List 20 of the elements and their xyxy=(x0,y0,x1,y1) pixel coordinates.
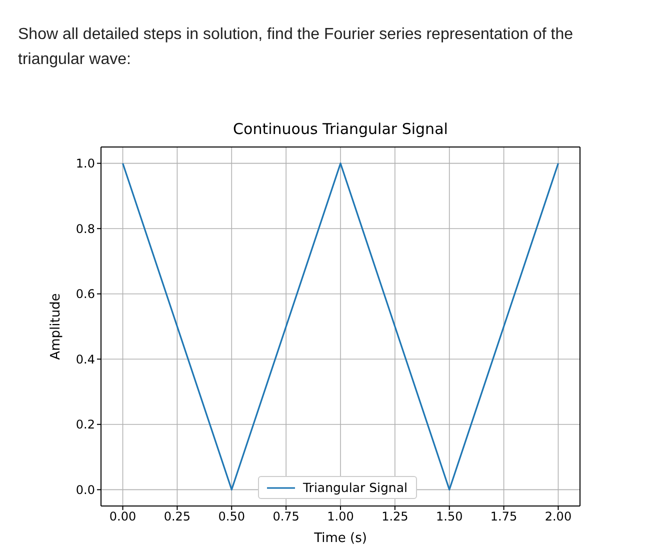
x-tick-label: 1.75 xyxy=(490,510,518,524)
y-tick-label: 1.0 xyxy=(76,156,95,171)
y-tick-label: 0.0 xyxy=(76,482,95,497)
y-tick-label: 0.6 xyxy=(76,287,95,302)
x-tick-label: 1.25 xyxy=(382,510,408,524)
x-axis-title: Time (s) xyxy=(313,531,367,546)
x-tick-label: 0.50 xyxy=(218,510,245,524)
chart-title: Continuous Triangular Signal xyxy=(232,120,449,138)
legend-label: Triangular Signal xyxy=(303,480,408,495)
x-tick-label: 0.75 xyxy=(272,510,300,524)
x-tick-label: 1.50 xyxy=(436,510,463,524)
x-tick-label: 2.00 xyxy=(544,510,572,524)
y-tick-label: 0.8 xyxy=(76,222,95,236)
x-tick-label: 1.00 xyxy=(327,510,354,524)
y-tick-label: 0.4 xyxy=(76,352,95,366)
y-tick-label: 0.2 xyxy=(76,418,95,432)
x-tick-label: 0.25 xyxy=(164,510,191,524)
y-axis-title: Amplitude xyxy=(48,293,64,360)
text: Show all detailed steps in solution, find the Fourier series representation of the triangular wave: xyxy=(18,25,574,70)
x-tick-label: 0.00 xyxy=(109,510,136,524)
